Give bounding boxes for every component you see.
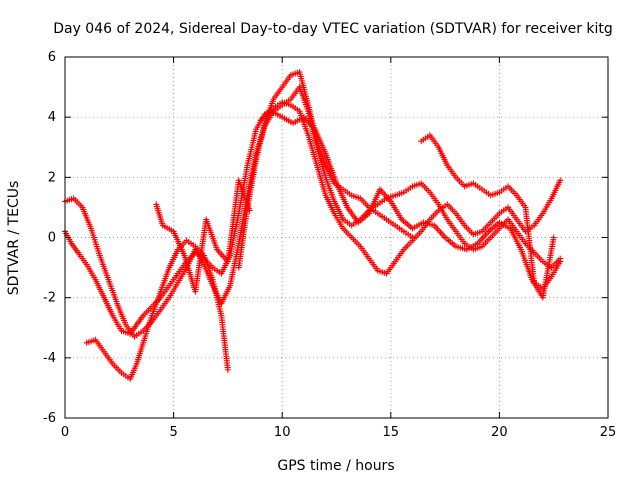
series-1: [62, 84, 564, 340]
y-tick-label: 4: [48, 110, 56, 125]
data-point: [550, 234, 557, 241]
x-axis-label: GPS time / hours: [277, 458, 394, 474]
data-point: [557, 177, 564, 184]
chart-title: Day 046 of 2024, Sidereal Day-to-day VTE…: [53, 21, 613, 37]
axis-ticks: 0 5 10 15 20 25 -6 -4 -2 0 2 4 6: [43, 50, 616, 440]
y-tick-label: 2: [48, 170, 56, 185]
y-tick-label: -4: [43, 351, 56, 366]
data-point: [409, 234, 416, 241]
x-tick-label: 25: [600, 425, 617, 440]
x-tick-label: 0: [61, 425, 69, 440]
y-tick-label: 0: [48, 231, 56, 246]
y-tick-label: -6: [43, 411, 56, 426]
x-tick-label: 10: [274, 425, 291, 440]
y-axis-label: SDTVAR / TECUs: [6, 181, 22, 296]
grid-lines: [65, 57, 608, 418]
data-point: [557, 258, 564, 265]
y-tick-label: 6: [48, 50, 56, 65]
data-point: [224, 366, 231, 373]
series-3: [153, 108, 557, 301]
series-2: [83, 69, 564, 382]
x-tick-label: 20: [491, 425, 508, 440]
x-tick-label: 5: [169, 425, 177, 440]
y-tick-label: -2: [43, 291, 56, 306]
x-tick-label: 15: [383, 425, 400, 440]
plot-frame: [64, 56, 609, 419]
data-point: [246, 207, 253, 214]
data-points: [62, 69, 564, 382]
